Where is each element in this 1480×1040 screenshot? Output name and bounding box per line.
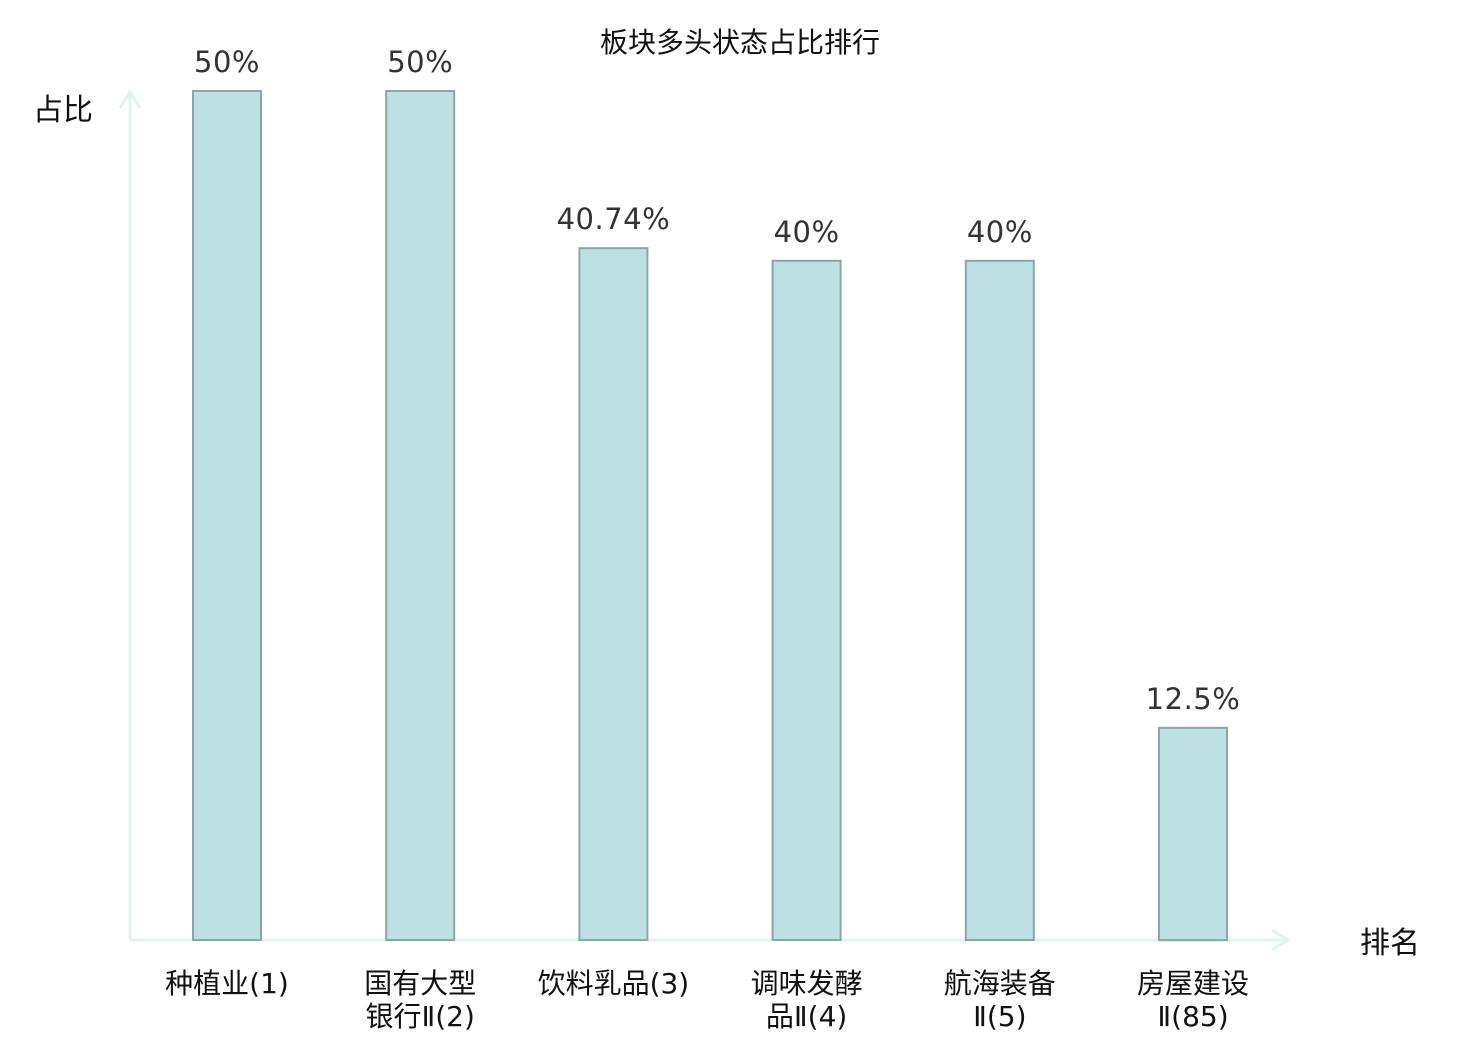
bar-4: [771, 259, 842, 941]
category-label-line: 种植业(1): [165, 967, 289, 1000]
category-label-line: 饮料乳品(3): [538, 967, 690, 1000]
bars-group: [192, 90, 1228, 942]
bar-3: [578, 247, 649, 941]
value-label-2: 50%: [387, 45, 453, 79]
value-labels-group: 50% 50% 40.74% 40% 40% 12.5%: [194, 45, 1240, 716]
category-label-line: 品Ⅱ(4): [766, 1000, 847, 1033]
chart-title: 板块多头状态占比排行: [600, 26, 880, 59]
value-label-4: 40%: [774, 215, 840, 249]
x-axis-arrow: [1271, 928, 1291, 952]
category-label-5: 航海装备 Ⅱ(5): [944, 967, 1056, 1033]
category-label-line: 银行Ⅱ(2): [365, 1000, 474, 1033]
category-label-6: 房屋建设 Ⅱ(85): [1137, 967, 1249, 1033]
category-labels-group: 种植业(1) 国有大型银行Ⅱ(2) 饮料乳品(3) 调味发酵品Ⅱ(4) 航海装备 Ⅱ(5)…: [165, 967, 1249, 1033]
value-label-5: 40%: [967, 215, 1033, 249]
y-axis-arrow: [118, 89, 142, 109]
category-label-line: Ⅱ(85): [1157, 1000, 1228, 1033]
bar-5: [964, 259, 1035, 941]
y-axis-label: 占比: [33, 93, 93, 128]
category-label-2: 国有大型银行Ⅱ(2): [364, 967, 476, 1033]
value-label-6: 12.5%: [1146, 682, 1241, 716]
category-label-3: 饮料乳品(3): [538, 967, 690, 1000]
bar-6: [1158, 726, 1228, 942]
bar-1: [192, 90, 262, 941]
category-label-line: 调味发酵: [751, 967, 863, 1000]
category-label-line: 航海装备: [944, 967, 1056, 1000]
category-label-line: 国有大型: [364, 967, 476, 1000]
bar-2: [385, 90, 456, 941]
category-label-4: 调味发酵品Ⅱ(4): [751, 967, 863, 1033]
category-label-line: Ⅱ(5): [973, 1000, 1026, 1033]
category-label-1: 种植业(1): [165, 967, 289, 1000]
category-label-line: 房屋建设: [1137, 967, 1249, 1000]
value-label-1: 50%: [194, 45, 260, 79]
value-label-3: 40.74%: [557, 202, 671, 236]
x-axis-label: 排名: [1360, 926, 1420, 961]
